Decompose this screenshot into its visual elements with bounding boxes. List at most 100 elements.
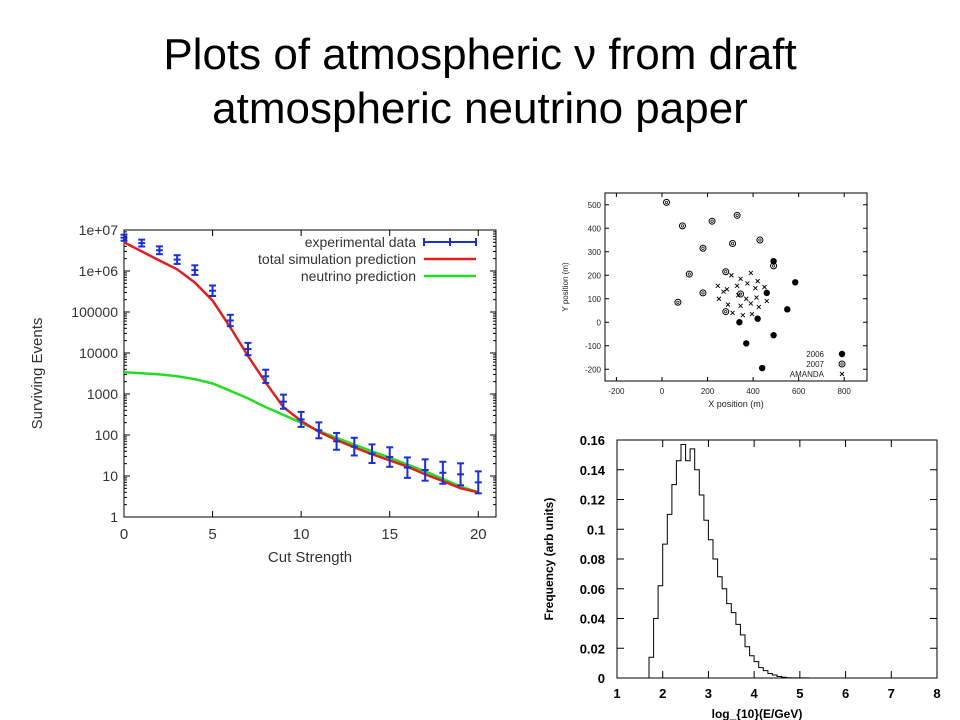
- y-tick-label: 200: [588, 271, 602, 280]
- legend-label: experimental data: [305, 234, 417, 250]
- data-point: [262, 368, 270, 384]
- slide-title: Plots of atmospheric ν from draft atmosp…: [0, 28, 960, 136]
- data-point: [297, 410, 305, 428]
- histogram-bin: [690, 449, 695, 678]
- point-amanda: [724, 287, 730, 292]
- y-axis-label: Y position (m): [561, 262, 570, 312]
- y-tick-label: 0.02: [580, 641, 605, 656]
- histogram-bin: [704, 520, 709, 678]
- data-point: [350, 436, 358, 457]
- y-tick-label: 1e+06: [79, 263, 119, 279]
- x-tick-label: 3: [705, 686, 712, 701]
- cross-stroke: [735, 292, 741, 298]
- point-amanda: [740, 312, 746, 318]
- x-tick-label: 1: [613, 686, 620, 701]
- legend-entry: neutrino prediction: [301, 268, 476, 284]
- point-2006: [736, 319, 743, 326]
- open-circle-inner: [680, 224, 685, 228]
- point-amanda: [755, 278, 760, 284]
- cross-stroke: [748, 301, 754, 306]
- point-2007: [770, 262, 778, 270]
- point-2007: [722, 308, 730, 316]
- point-2006: [743, 340, 750, 347]
- open-circle-ring: [699, 244, 707, 252]
- legend-marker: [839, 371, 845, 377]
- surviving-events-chart: 1 10 100 1000 10000 100000 1e+06 1e+07 0 5 10 15 20 C…: [29, 222, 497, 565]
- open-circle-ring: [685, 270, 693, 278]
- point-2007: [678, 222, 686, 230]
- x-tick-label: -200: [608, 387, 625, 396]
- cross-stroke: [721, 289, 726, 295]
- data-point: [368, 443, 376, 464]
- point-2007: [722, 268, 730, 276]
- energy-histogram-chart: 0 0.02 0.04 0.06 0.08 0.1 0.12 0.14 0.16 1 2 3 4 5 6 7 8…: [542, 433, 941, 720]
- title-line-2: atmospheric neutrino paper: [212, 84, 748, 133]
- data-point: [315, 421, 323, 440]
- point-amanda: [716, 296, 722, 302]
- histogram-bin: [727, 604, 732, 678]
- string-position-chart: -200 -100 0 100 200 300 400 500 -200 0 200 400 600 80…: [561, 192, 868, 409]
- point-amanda: [748, 301, 754, 306]
- point-2007: [708, 217, 716, 225]
- cross-stroke: [762, 284, 767, 290]
- cross-stroke: [756, 304, 762, 310]
- histogram-bin: [654, 619, 659, 679]
- legend-label: AMANDA: [790, 370, 825, 379]
- histogram-bin: [777, 677, 782, 678]
- x-tick-label: 7: [888, 686, 895, 701]
- data-point: [244, 341, 252, 357]
- legend-entry: 2007: [806, 360, 846, 369]
- cross-stroke: [729, 272, 734, 278]
- legend-marker: [838, 360, 846, 368]
- point-amanda: [745, 281, 750, 286]
- point-amanda: [762, 284, 767, 290]
- point-amanda: [734, 283, 740, 289]
- point-amanda: [735, 292, 741, 298]
- cross-stroke: [748, 270, 754, 276]
- point-amanda: [748, 270, 754, 276]
- histogram-step-outline: [648, 444, 810, 679]
- data-point: [457, 462, 465, 487]
- histogram-bin: [722, 589, 727, 678]
- data-point: [226, 313, 234, 328]
- histogram-bin: [768, 674, 773, 678]
- histogram-bin: [667, 514, 672, 678]
- point-amanda: [749, 311, 755, 317]
- x-tick-label: 15: [381, 526, 398, 543]
- histogram-bin: [731, 613, 736, 678]
- y-tick-label: -100: [585, 342, 602, 351]
- data-point: [474, 470, 482, 495]
- point-amanda: [764, 298, 770, 304]
- open-circle-inner: [735, 213, 739, 217]
- legend-entry: experimental data: [305, 234, 477, 250]
- x-tick-label: 400: [746, 387, 760, 396]
- cross-stroke: [730, 310, 735, 316]
- histogram-bin: [713, 559, 718, 678]
- point-amanda: [730, 310, 735, 316]
- y-tick-label: 500: [588, 201, 602, 210]
- data-point: [386, 446, 394, 468]
- point-amanda: [743, 296, 749, 302]
- point-amanda: [738, 303, 743, 309]
- cross-stroke: [755, 278, 760, 284]
- legend-label: total simulation prediction: [258, 251, 416, 267]
- x-tick-label: 20: [470, 526, 487, 543]
- y-tick-label: 300: [588, 248, 602, 257]
- open-circle-inner: [758, 238, 762, 242]
- point-amanda: [753, 285, 758, 291]
- x-tick-label: 200: [701, 387, 715, 396]
- open-circle-inner: [701, 246, 705, 250]
- open-circle-ring: [722, 308, 730, 316]
- open-circle-ring: [722, 268, 730, 276]
- data-point: [120, 233, 128, 242]
- histogram-bin: [782, 677, 787, 678]
- point-2007: [699, 289, 707, 297]
- open-circle-inner: [840, 362, 844, 366]
- open-circle-inner: [772, 264, 776, 268]
- point-amanda: [721, 289, 726, 295]
- x-axis-label: X position (m): [708, 399, 764, 409]
- y-tick-label: 0.04: [580, 612, 606, 627]
- cross-stroke: [839, 371, 845, 377]
- point-2006: [754, 315, 761, 322]
- histogram-bin: [663, 544, 668, 678]
